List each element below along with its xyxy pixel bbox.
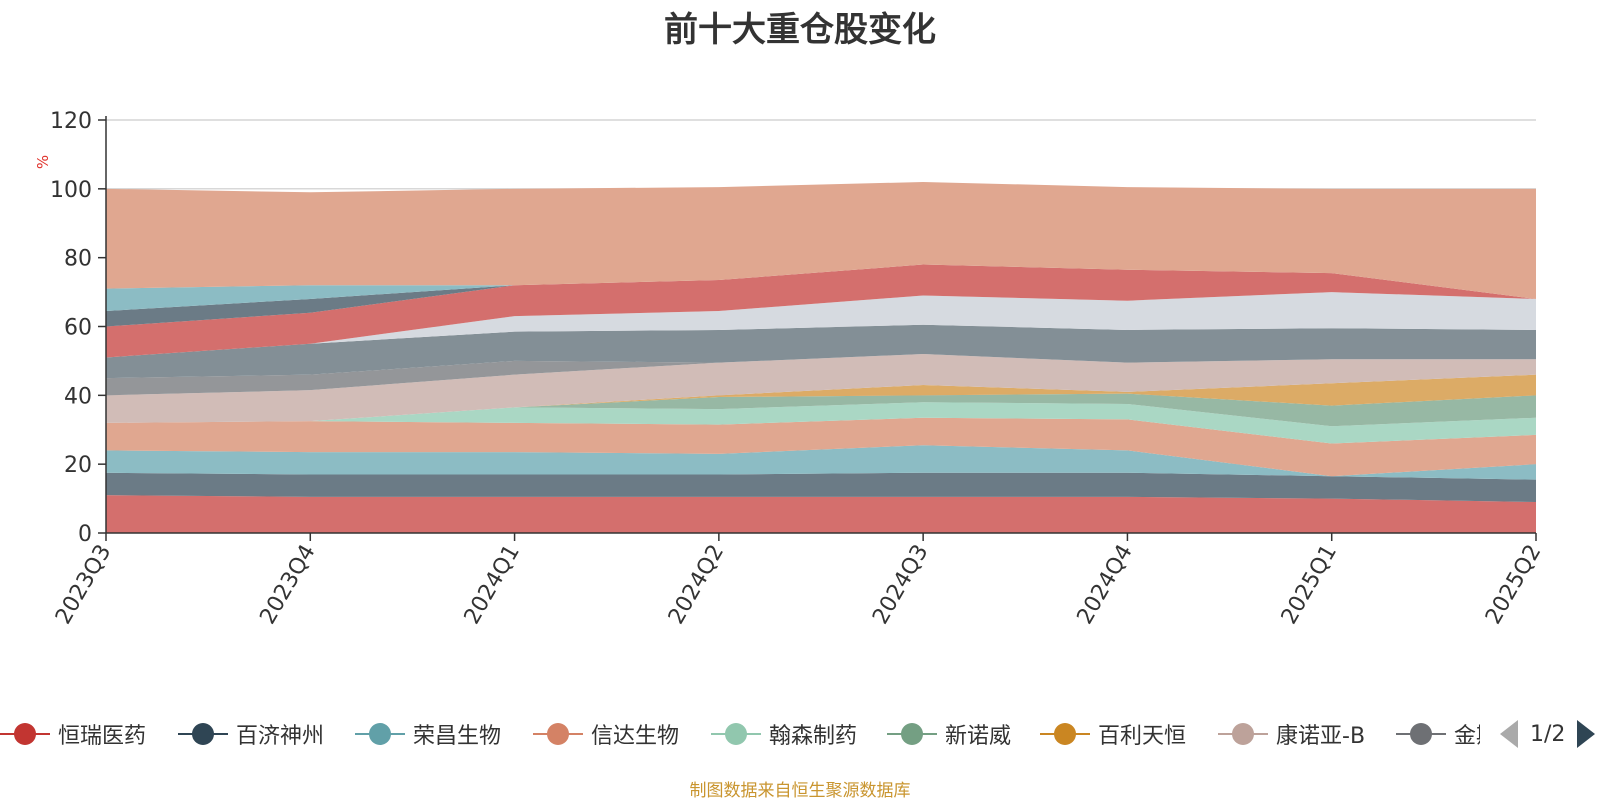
area-series-百济神州 bbox=[106, 472, 1536, 503]
area-series-unlabeled-13 bbox=[106, 264, 1536, 312]
area-series-unlabeled-10 bbox=[106, 292, 1536, 358]
legend-item[interactable]: 荣昌生物 bbox=[355, 716, 501, 752]
x-tick-label: 2025Q2 bbox=[1481, 541, 1546, 629]
area-series-unlabeled-14 bbox=[106, 181, 1536, 299]
legend-item[interactable]: 百利天恒 bbox=[1040, 716, 1186, 752]
legend-marker-icon bbox=[1040, 720, 1090, 748]
legend-label: 翰森制药 bbox=[769, 724, 858, 749]
legend-item[interactable]: 翰森制药 bbox=[711, 716, 857, 752]
legend-label: 百济神州 bbox=[236, 724, 325, 749]
y-tick-label: 80 bbox=[64, 247, 92, 272]
x-tick-label: 2023Q3 bbox=[51, 541, 116, 629]
legend-marker-icon bbox=[533, 720, 583, 748]
area-series-百利天恒 bbox=[106, 374, 1536, 423]
area-series-金斯瑞生物科技 bbox=[106, 354, 1536, 396]
area-series-翰森制药 bbox=[106, 402, 1536, 444]
x-tick-label: 2023Q4 bbox=[255, 541, 320, 629]
legend: 恒瑞医药 百济神州 荣昌生物 信达生物 翰森制药 新诺威 百利天恒 康诺亚-B 金斯瑞生物科技 bbox=[0, 716, 1480, 752]
y-tick-label: 60 bbox=[64, 316, 92, 341]
area-series-unlabeled-11 bbox=[106, 264, 1536, 358]
area-series-unlabeled-9 bbox=[106, 324, 1536, 379]
y-tick-label: 100 bbox=[50, 178, 92, 203]
area-series-恒瑞医药 bbox=[106, 495, 1536, 533]
legend-label: 恒瑞医药 bbox=[58, 724, 147, 749]
area-series-新诺威 bbox=[106, 393, 1536, 427]
y-tick-label: 20 bbox=[64, 453, 92, 478]
legend-marker-icon bbox=[1396, 720, 1446, 748]
x-tick-label: 2024Q1 bbox=[460, 541, 525, 629]
legend-item[interactable]: 金斯瑞生物科技 bbox=[1396, 716, 1480, 752]
area-series-信达生物 bbox=[106, 417, 1536, 477]
legend-next-page-button[interactable] bbox=[1577, 720, 1596, 748]
legend-page-indicator: 1/2 bbox=[1530, 721, 1566, 747]
legend-label: 百利天恒 bbox=[1098, 724, 1187, 749]
chart-title: 前十大重仓股变化 bbox=[664, 10, 936, 50]
x-tick-label: 2024Q3 bbox=[868, 541, 933, 629]
legend-marker-icon bbox=[711, 720, 761, 748]
legend-item[interactable]: 康诺亚-B bbox=[1218, 716, 1365, 752]
legend-prev-page-button[interactable] bbox=[1500, 720, 1518, 748]
legend-label: 康诺亚-B bbox=[1276, 724, 1366, 749]
area-series-康诺亚-B bbox=[106, 354, 1536, 423]
area-series-unlabeled-12 bbox=[106, 264, 1536, 327]
legend-marker-icon bbox=[0, 720, 50, 748]
y-axis-label: % bbox=[34, 155, 52, 169]
y-tick-label: 40 bbox=[64, 384, 92, 409]
x-tick-label: 2025Q1 bbox=[1277, 541, 1342, 629]
area-series bbox=[106, 181, 1536, 533]
area-series-荣昌生物 bbox=[106, 445, 1536, 480]
legend-item[interactable]: 百济神州 bbox=[178, 716, 324, 752]
x-tick-label: 2024Q4 bbox=[1073, 541, 1138, 629]
legend-pager: 1/2 bbox=[1500, 716, 1596, 752]
legend-marker-icon bbox=[887, 720, 937, 748]
legend-marker-icon bbox=[1218, 720, 1268, 748]
legend-marker-icon bbox=[355, 720, 405, 748]
legend-item[interactable]: 信达生物 bbox=[533, 716, 679, 752]
legend-label: 信达生物 bbox=[591, 724, 680, 749]
y-tick-label: 120 bbox=[50, 109, 92, 134]
data-source-footer: 制图数据来自恒生聚源数据库 bbox=[689, 781, 911, 801]
legend-label: 荣昌生物 bbox=[413, 724, 502, 749]
legend-item[interactable]: 新诺威 bbox=[887, 716, 1011, 752]
legend-marker-icon bbox=[178, 720, 228, 748]
legend-item[interactable]: 恒瑞医药 bbox=[0, 716, 146, 752]
legend-label: 新诺威 bbox=[945, 724, 1012, 749]
x-tick-label: 2024Q2 bbox=[664, 541, 729, 629]
y-tick-label: 0 bbox=[78, 522, 92, 547]
legend-label: 金斯瑞生物科技 bbox=[1454, 724, 1480, 749]
